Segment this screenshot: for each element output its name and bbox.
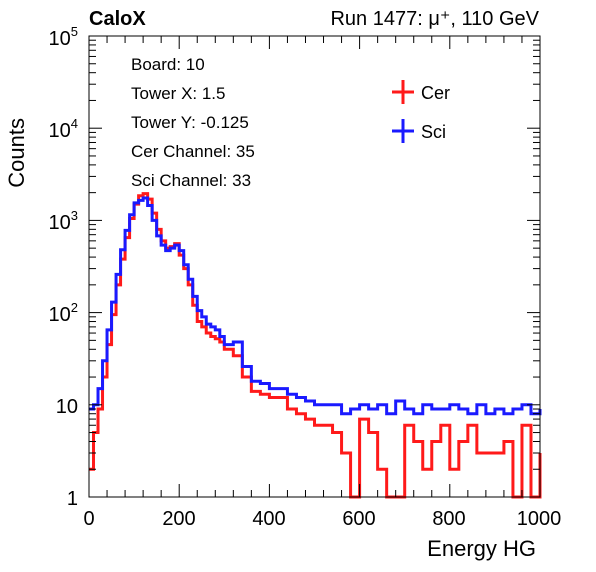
- y-tick-label: 105: [49, 24, 78, 50]
- legend-cer-label: Cer: [421, 83, 450, 103]
- x-tick-label: 400: [252, 508, 285, 530]
- x-tick-label: 1000: [517, 508, 562, 530]
- y-tick-label: 104: [49, 116, 78, 142]
- y-tick-label: 10: [56, 396, 78, 418]
- tick-layer: [88, 35, 541, 498]
- x-tick-labels: 0 200 400 600 800 1000: [83, 508, 561, 530]
- info-board: Board: 10: [131, 55, 205, 74]
- x-axis-label: Energy HG: [427, 536, 536, 561]
- run-info-label: Run 1477: μ⁺, 110 GeV: [330, 8, 539, 30]
- brand-label: CaloX: [89, 8, 146, 30]
- x-tick-label: 0: [83, 508, 94, 530]
- info-sci-channel: Sci Channel: 33: [131, 171, 251, 190]
- legend-sci-label: Sci: [421, 122, 446, 142]
- y-tick-label: 1: [67, 488, 78, 510]
- series-layer: [89, 192, 542, 499]
- series-line-sci: [89, 196, 542, 416]
- y-axis-label: Counts: [4, 118, 29, 188]
- plot-frame: [88, 35, 541, 498]
- y-tick-label: 102: [49, 300, 78, 326]
- info-tower-y: Tower Y: -0.125: [131, 113, 249, 132]
- info-tower-x: Tower X: 1.5: [131, 84, 226, 103]
- x-tick-label: 200: [162, 508, 195, 530]
- legend-entry-sci: Sci: [392, 119, 446, 143]
- legend: Cer Sci: [392, 80, 450, 143]
- x-tick-label: 800: [432, 508, 465, 530]
- y-tick-labels: 1 10 102 103 104 105: [49, 24, 78, 510]
- x-tick-label: 600: [342, 508, 375, 530]
- y-tick-label: 103: [49, 208, 78, 234]
- info-box: Board: 10 Tower X: 1.5 Tower Y: -0.125 C…: [118, 44, 358, 202]
- legend-entry-cer: Cer: [392, 80, 450, 104]
- info-box-background: [118, 44, 358, 202]
- info-cer-channel: Cer Channel: 35: [131, 142, 255, 161]
